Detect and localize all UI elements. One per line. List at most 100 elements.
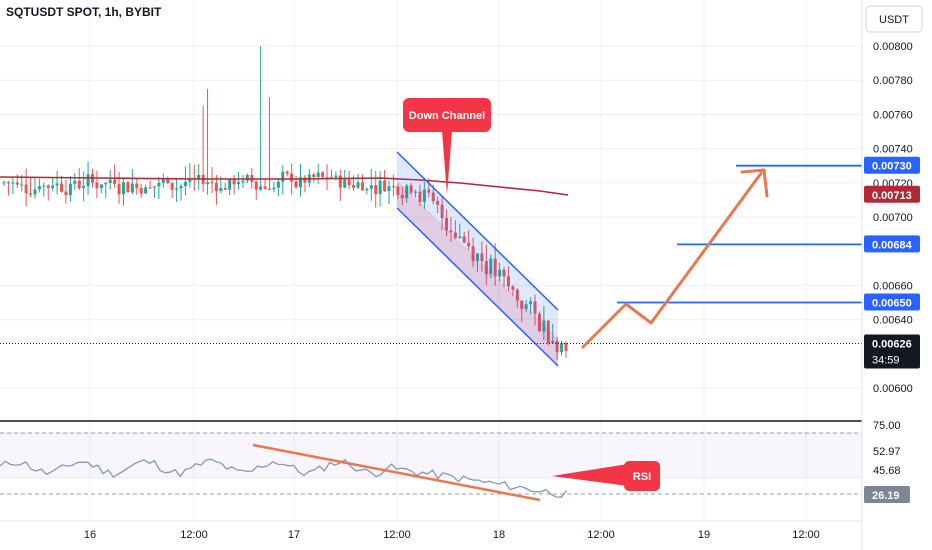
candle-body [135,183,139,188]
x-tick-label: 12:00 [180,529,208,541]
candle-body [245,175,249,181]
candle-body [294,181,298,188]
candle-body [276,181,280,188]
candle-body [298,177,302,188]
candle-body [99,184,103,189]
candle-body [197,174,201,179]
candle-body [356,182,360,188]
candle-body [11,182,15,184]
candles [2,46,568,360]
candle-body [312,174,316,178]
candle-body [334,175,338,178]
rsi-callout-pointer [552,464,628,486]
moving-average-line [0,176,569,196]
candle-body [440,204,444,218]
candle-body [551,340,555,344]
rsi-line [0,458,568,498]
candle-body [537,313,541,332]
candle-body [383,180,387,192]
candle-body [303,177,307,183]
candle-body [254,181,258,190]
candle-body [68,183,72,196]
candle-body [237,182,241,185]
candle-body [365,188,369,191]
candle-body [564,342,568,351]
rsi-y-tick-label: 75.00 [873,420,901,432]
candle-body [387,186,391,192]
candle-body [285,171,289,174]
x-tick-label: 17 [288,529,300,541]
currency-button[interactable]: USDT [865,5,923,33]
price-label-text: 0.00650 [872,298,912,310]
candle-body [55,183,59,186]
price-levels [617,164,862,304]
x-tick-label: 12:00 [587,529,615,541]
rsi-value-box [864,486,910,503]
candle-body [73,180,77,184]
down-channel-callout: Down Channel [403,98,491,195]
candle-body [175,188,179,190]
candle-body [542,320,546,332]
candle-body [475,253,479,262]
price-label-box [864,293,920,311]
candle-body [64,191,68,196]
candle-body [95,182,99,189]
candle-body [183,181,187,187]
candle-body [228,179,232,190]
candle-body [15,182,19,185]
candle-body [445,217,449,231]
candle-body [152,186,156,188]
candle-body [6,182,10,184]
y-tick-label: 0.00780 [873,75,913,87]
y-tick-label: 0.00740 [873,144,913,156]
candle-body [511,286,515,290]
candle-body [431,192,435,201]
rsi-callout-box [624,461,660,491]
channel-fill-upper [397,152,558,366]
projection-arrow [580,168,769,350]
x-tick-label: 19 [698,529,710,541]
candle-body [321,172,325,178]
candle-body [2,182,6,184]
candle-body [223,188,227,190]
candle-body [24,184,28,194]
y-tick-label: 0.00800 [873,41,913,53]
candle-body [241,180,245,183]
price-label-box [864,235,920,253]
candle-body [560,342,564,353]
candle-body [453,232,457,238]
candle-body [422,189,426,202]
candle-body [86,174,90,187]
price-label-text: 0.00684 [872,239,913,251]
candle-body [427,189,431,193]
candle-body [471,246,475,262]
candle-body [414,191,418,193]
projection-path [580,171,764,350]
price-label-box [864,156,920,174]
candle-body [409,185,413,193]
candle-body [259,186,263,190]
x-tick-label: 12:00 [383,529,411,541]
candle-body [139,187,143,194]
x-tick-label: 12:00 [792,529,820,541]
y-tick-label: 0.00700 [873,212,913,224]
candle-body [343,179,347,188]
candle-body [161,178,165,183]
candle-body [148,187,152,189]
candle-body [391,186,395,188]
rsi-value-text: 26.19 [872,490,900,502]
candle-body [232,179,236,185]
candle-body [360,182,364,191]
rsi-callout-text: RSI [633,471,651,483]
candle-body [33,189,37,195]
candle-body [458,236,462,238]
candle-body [396,186,400,195]
candle-body [329,177,333,179]
projection-arrowhead [740,168,769,198]
candle-body [219,188,223,192]
rsi-pane: RSI [0,432,862,502]
candle-body [210,182,214,184]
candle-body [170,183,174,190]
